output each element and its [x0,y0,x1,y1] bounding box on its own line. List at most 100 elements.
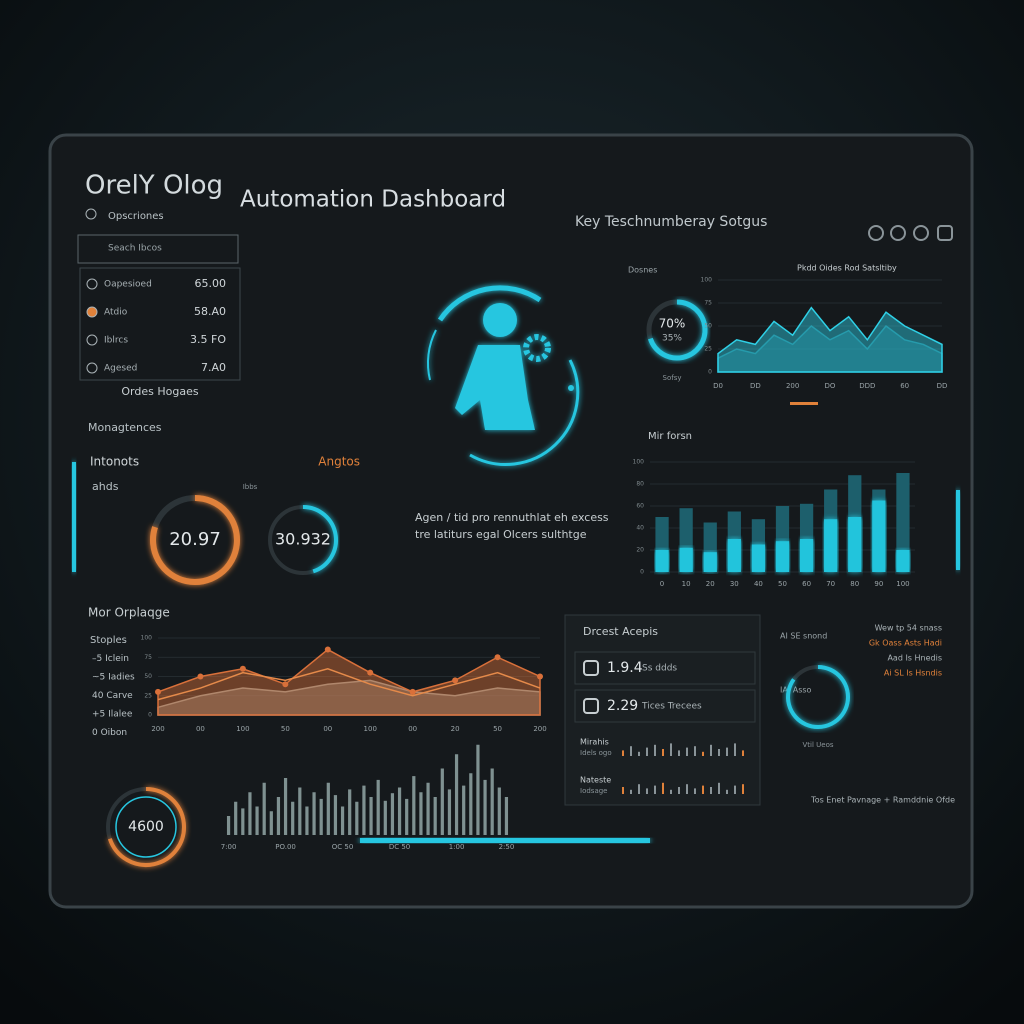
metric-label: Intonots [90,455,139,469]
bar [305,806,309,835]
spark-bar [718,749,720,756]
bar [476,744,480,835]
search-box[interactable] [77,234,239,264]
spark-bar [726,789,728,794]
subtitle: Key Teschnumberay Sotgus [575,214,767,230]
side-text: Aad Is Hnedis [887,654,942,663]
row-note: Ss ddds [642,664,677,674]
spark-bar [654,744,656,756]
x-tick-label: 60 [802,580,811,588]
item-icon [86,306,98,318]
bar [234,801,238,835]
icon-ring [437,285,542,322]
sidebar-box [79,267,241,381]
spark-bar [694,788,696,794]
x-tick-label: 90 [874,580,883,588]
side-label: –5 Iclein [92,654,129,664]
item-icon [86,362,98,374]
sidebar-heading: Opscriones [108,211,164,222]
bar [703,552,717,572]
donut-value: 70% [659,317,686,331]
row-value: 1.9.4 [607,660,643,676]
x-tick-label: D0 [713,382,723,390]
bar [419,792,423,835]
x-tick-label: 20 [451,725,460,733]
footer: Tos Enet Pavnage + Ramddnie Ofde [810,796,955,805]
x-tick-label: 1:00 [449,843,465,851]
bar [447,789,452,835]
spark-bar [646,788,648,794]
metric-tag: Ibbs [243,483,258,491]
spark-bar [654,785,656,794]
chart-title: Mir forsn [648,431,692,442]
bar [276,797,281,835]
x-tick-label: 10 [682,580,691,588]
accent-bar [72,462,76,572]
bar [319,798,323,835]
spark-bar [662,749,664,756]
nav-icon[interactable] [913,225,929,241]
x-tick-label: 200 [533,725,546,733]
x-tick-label: 50 [778,580,787,588]
x-tick-label: DC 50 [389,843,410,851]
x-tick-label: 50 [281,725,290,733]
x-tick-label: 40 [754,580,763,588]
bar [426,782,430,835]
bar [751,544,766,572]
y-tick-label: 25 [704,346,712,353]
bar [376,779,380,835]
item-value: 3.5 FO [190,333,226,346]
x-tick-label: 100 [896,580,909,588]
panel-title: Drcest Acepis [583,625,658,638]
bar [679,547,693,572]
x-tick-label: 7:00 [221,843,237,851]
bar [340,806,345,835]
spark-bar [678,787,680,794]
bar [454,754,459,835]
bar [412,776,416,835]
x-tick-label: 200 [151,725,164,733]
item-value: 65.00 [195,277,227,290]
ring-progress [647,299,708,361]
ring-progress [107,787,186,867]
item-label: Oapesioed [104,280,152,290]
side-label: 0 Oibon [92,728,127,738]
x-tick-label: 70 [826,580,835,588]
y-tick-label: 0 [708,369,712,376]
nav-icon[interactable] [890,225,906,241]
x-tick-label: DO [825,382,836,390]
chart-title: Pkdd Oides Rod Satsltiby [797,264,897,273]
y-tick-label: 100 [141,635,153,642]
bar [248,792,252,835]
ring-progress [786,665,850,729]
spark-bar [710,787,712,794]
row-icon [583,660,599,676]
bar [397,787,402,835]
x-tick-label: 100 [364,725,377,733]
nav-icon[interactable] [868,225,884,241]
bar [896,473,910,572]
spark-bar [710,744,712,756]
bar [369,797,373,835]
y-tick-label: 25 [144,692,152,699]
spark-bar [630,746,632,756]
x-tick-label: 0 [660,580,664,588]
y-tick-label: 50 [704,323,712,330]
side-text: IAI Asso [780,686,812,695]
point [494,654,501,661]
x-tick-label: 00 [408,725,417,733]
item-value: 58.A0 [194,305,226,318]
spark-sub: Idels ogo [580,749,612,757]
spark-bar [734,785,736,794]
item-icon [86,334,98,346]
spark-bar [670,743,672,756]
nav-icon[interactable] [937,225,953,241]
sidebar-footer: Ordes Hogaes [121,385,198,398]
metric-label: Angtos [318,455,360,469]
y-tick-label: 50 [144,673,152,680]
section-heading: Monagtences [88,421,162,434]
item-label: Iblrcs [104,336,128,346]
spark-bar [718,782,720,794]
